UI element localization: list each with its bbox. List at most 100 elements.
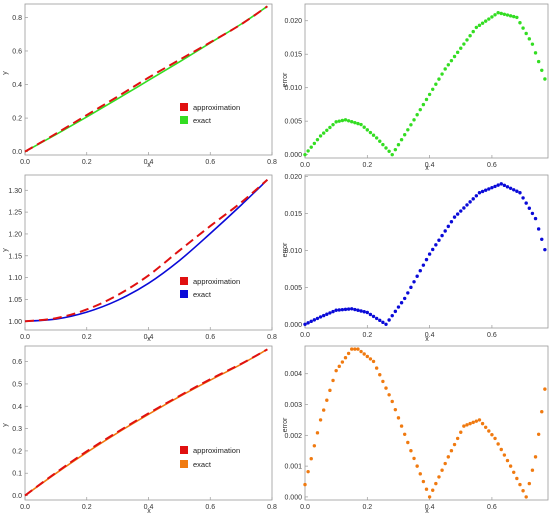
error-point [331,378,335,383]
error-point [309,145,313,149]
ytick-label: 0.8 [12,15,22,22]
panel-top-left: x y approximation exact 0.0 0.2 0.4 0.6 0.8 0… [2,3,277,169]
error-point [524,201,528,205]
error-point [353,347,357,351]
error-point [424,97,429,102]
error-point [350,120,354,124]
error-point [365,128,370,132]
ytick-label: 0.000 [284,152,302,159]
error-point [371,359,376,364]
ytick-label: 1.25 [8,210,22,217]
error-point [402,133,407,137]
xtick-label: 0.6 [205,504,215,511]
ytick-label: 0.0 [12,149,22,156]
error-point [412,118,416,122]
error-point [331,309,335,314]
error-point [440,468,444,472]
error-point [353,120,357,125]
series-line-approximation [24,179,269,323]
error-point [399,138,404,142]
error-point [496,442,500,446]
error-point [418,107,422,112]
error-point [493,184,497,189]
legend-p5: approximation exact [180,446,240,469]
xtick-label: 0.2 [82,334,92,341]
ytick-label: 0.5 [12,381,22,388]
ytick-label: 1.05 [8,297,22,304]
error-point [543,77,547,81]
error-point [477,23,482,28]
error-point [337,119,341,123]
error-point [412,280,416,284]
error-point [359,349,363,354]
error-point [527,206,532,210]
error-point [318,134,323,138]
error-point [533,51,538,55]
error-point [480,421,485,426]
error-point [521,196,525,200]
error-point [362,310,366,314]
legend-label-exact: exact [193,290,212,299]
error-point [356,347,360,351]
error-point [306,469,310,474]
ytick-label: 0.6 [12,48,22,55]
error-point [533,216,538,221]
error-point [340,118,345,123]
error-point [440,233,444,238]
error-point [334,368,338,373]
error-point [474,419,479,423]
error-point [459,209,463,213]
error-point [540,410,544,414]
error-point [331,122,335,127]
error-point [477,191,482,195]
error-point [396,416,401,420]
panel-top-right: x error 0.0 0.2 0.4 0.6 0.000 0.005 0.010 0.015… [282,3,549,172]
error-point [502,183,507,188]
error-point [350,307,354,311]
error-point [455,50,460,55]
error-point [496,11,500,15]
ylabel-p4: error [282,242,289,257]
error-point [427,252,432,256]
xtick-label: 0.8 [267,159,277,166]
error-point [378,373,382,377]
error-point [431,247,435,252]
error-point [399,424,404,428]
ytick-label: 1.10 [8,275,22,282]
error-point [449,220,454,224]
ylabel-p5: y [2,423,9,427]
error-point [437,77,441,81]
xtick-label: 0.0 [20,334,30,341]
error-point [381,320,385,325]
error-point [406,128,410,132]
error-point [406,291,410,295]
xtick-label: 0.6 [205,334,215,341]
xtick-label: 0.6 [487,162,497,169]
error-point [493,436,497,441]
ytick-label: 1.15 [8,253,22,260]
error-point [490,433,494,437]
error-point [346,351,351,356]
error-point [427,495,432,499]
error-point [508,14,513,18]
error-point [449,58,454,63]
plot-frame-p5 [24,345,273,501]
error-point [393,309,398,314]
ytick-label: 0.002 [284,433,302,440]
error-point [480,21,485,25]
error-point [325,398,329,402]
error-point [459,430,463,434]
ytick-label: 0.4 [12,404,22,411]
error-point [518,21,522,25]
error-point [421,263,426,267]
error-point [499,447,503,452]
error-point [449,449,454,453]
error-point [540,237,544,242]
error-point [399,301,404,305]
error-point [446,63,451,67]
error-point [434,82,438,86]
legend-swatch-approximation [180,277,188,285]
error-point [337,364,341,369]
error-point [515,476,519,481]
error-point [527,37,532,41]
